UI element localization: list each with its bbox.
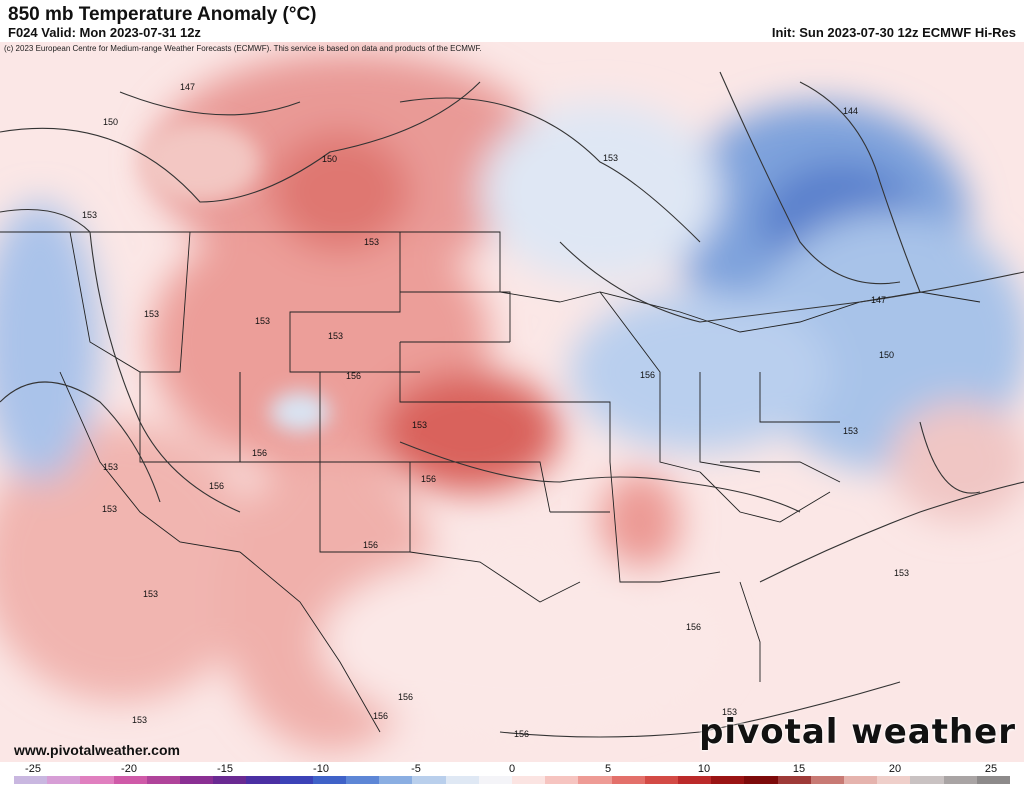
contour-label: 156: [373, 711, 388, 721]
brand-logo: pivotal weather: [699, 712, 1016, 752]
header: 850 mb Temperature Anomaly (°C) F024 Val…: [0, 0, 1024, 44]
contour-label: 156: [363, 540, 378, 550]
contour-labels: 147 150 150 153 153 153 153 153 153 156 …: [82, 82, 909, 739]
contour-label: 153: [364, 237, 379, 247]
colorbar-tick: 10: [697, 763, 711, 775]
colorbar-segment: [877, 776, 911, 784]
colorbar-segment: [47, 776, 81, 784]
anomaly-map[interactable]: 147 150 150 153 153 153 153 153 153 156 …: [0, 42, 1024, 762]
colorbar-segment: [844, 776, 878, 784]
colorbar-segment: [379, 776, 413, 784]
colorbar-segment: [976, 776, 1011, 784]
colorbar-segment: [180, 776, 214, 784]
contour-label: 153: [82, 210, 97, 220]
colorbar-tick: -25: [25, 763, 41, 775]
colorbar-segment: [346, 776, 380, 784]
contour-label: 156: [398, 692, 413, 702]
site-url[interactable]: www.pivotalweather.com: [14, 742, 180, 758]
colorbar-segment: [644, 776, 679, 784]
colorbar-tick: 0: [508, 763, 516, 775]
contour-label: 153: [412, 420, 427, 430]
contour-label: 153: [255, 316, 270, 326]
colorbar-segment: [279, 776, 313, 784]
colorbar-segment: [910, 776, 944, 784]
colorbar-segment: [312, 776, 347, 784]
colorbar: [14, 776, 1011, 784]
colorbar-segment: [146, 776, 181, 784]
colorbar-segment: [943, 776, 977, 784]
colorbar-segment: [478, 776, 513, 784]
colorbar-segment: [80, 776, 114, 784]
colorbar-segment: [113, 776, 147, 784]
contour-label: 150: [879, 350, 894, 360]
contour-label: 156: [252, 448, 267, 458]
contour-label: 156: [640, 370, 655, 380]
colorbar-segment: [512, 776, 546, 784]
contour-label: 153: [132, 715, 147, 725]
colorbar-tick: 20: [888, 763, 902, 775]
colorbar-segment: [578, 776, 612, 784]
contour-label: 156: [346, 371, 361, 381]
colorbar-segment: [744, 776, 778, 784]
colorbar-segment: [611, 776, 645, 784]
anomaly-field: [0, 52, 1024, 752]
colorbar-segment: [445, 776, 479, 784]
colorbar-segment: [678, 776, 712, 784]
colorbar-segment: [14, 776, 48, 784]
contour-label: 153: [143, 589, 158, 599]
copyright-notice: (c) 2023 European Centre for Medium-rang…: [4, 44, 482, 53]
contour-label: 147: [180, 82, 195, 92]
colorbar-segment: [777, 776, 811, 784]
colorbar-segment: [246, 776, 280, 784]
contour-label: 147: [871, 295, 886, 305]
colorbar-tick: -15: [217, 763, 233, 775]
colorbar-tick: -5: [411, 763, 421, 775]
contour-label: 144: [843, 106, 858, 116]
contour-label: 153: [144, 309, 159, 319]
colorbar-tick: 5: [604, 763, 612, 775]
height-contours: [0, 71, 1024, 738]
contour-label: 153: [722, 707, 737, 717]
valid-time: F024 Valid: Mon 2023-07-31 12z: [8, 25, 201, 40]
colorbar-ticks: -25 -20 -15 -10 -5 0 5 10 15 20 25: [0, 762, 1024, 776]
contour-label: 156: [209, 481, 224, 491]
init-time: Init: Sun 2023-07-30 12z ECMWF Hi-Res: [771, 25, 1016, 40]
colorbar-segment: [810, 776, 845, 784]
contour-label: 156: [421, 474, 436, 484]
contour-label: 153: [894, 568, 909, 578]
contour-label: 153: [328, 331, 343, 341]
colorbar-tick: 25: [984, 763, 998, 775]
contour-label: 153: [843, 426, 858, 436]
colorbar-segment: [213, 776, 247, 784]
contour-label: 156: [686, 622, 701, 632]
colorbar-tick: -20: [121, 763, 137, 775]
contour-label: 150: [322, 154, 337, 164]
colorbar-segment: [711, 776, 745, 784]
colorbar-segment: [412, 776, 446, 784]
colorbar-tick: -10: [313, 763, 329, 775]
colorbar-tick: 15: [792, 763, 806, 775]
contour-label: 153: [103, 462, 118, 472]
borders: [0, 231, 981, 733]
colorbar-legend: -25 -20 -15 -10 -5 0 5 10 15 20 25: [0, 762, 1024, 791]
contour-label: 153: [102, 504, 117, 514]
colorbar-segment: [545, 776, 579, 784]
contour-label: 150: [103, 117, 118, 127]
contour-label: 156: [514, 729, 529, 739]
map-title: 850 mb Temperature Anomaly (°C): [8, 4, 317, 25]
contour-label: 153: [603, 153, 618, 163]
